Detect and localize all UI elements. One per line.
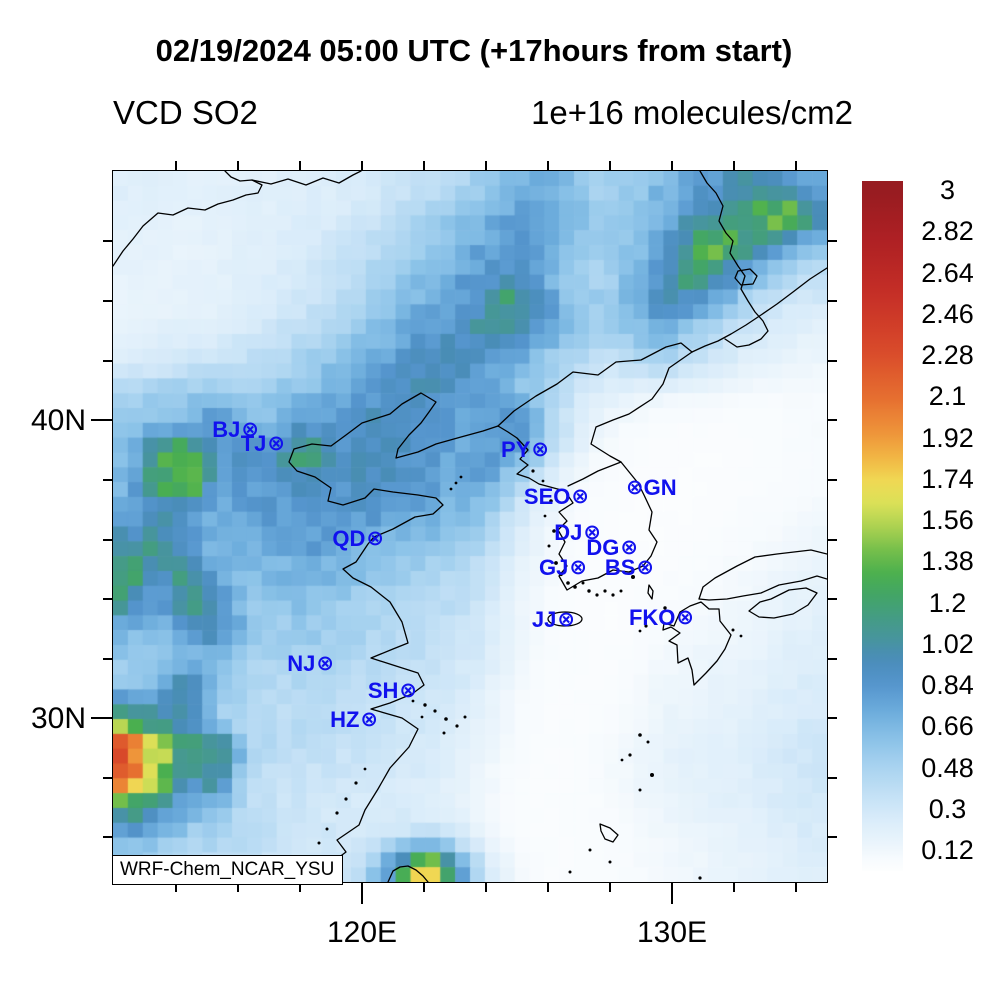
station-NJ: NJ ⊗ xyxy=(287,651,334,677)
colorbar-tick-label: 1.92 xyxy=(921,422,974,453)
station-label: GJ xyxy=(539,555,569,580)
map-panel xyxy=(112,170,828,883)
station-marker-icon: ⊗ xyxy=(636,555,654,579)
station-marker-icon: ⊗ xyxy=(360,707,378,731)
station-label: TJ xyxy=(240,431,267,456)
station-TJ: TJ ⊗ xyxy=(241,431,285,457)
station-label: HZ xyxy=(330,707,360,732)
station-FKO: FKO ⊗ xyxy=(629,605,694,631)
station-label: PY xyxy=(501,437,531,462)
border-dmz xyxy=(567,461,622,487)
station-BS: BS ⊗ xyxy=(605,555,654,581)
colorbar-tick-label: 0.3 xyxy=(928,793,967,824)
station-label: BS xyxy=(604,555,636,580)
station-label: BJ xyxy=(212,417,241,442)
station-marker-icon: ⊗ xyxy=(557,607,575,631)
island-jeju xyxy=(547,611,583,627)
station-label: DG xyxy=(586,535,620,560)
colorbar-tick-label: 0.66 xyxy=(921,711,974,742)
station-label: SEO xyxy=(523,484,571,509)
station-GN: ⊗ GN xyxy=(625,475,677,501)
model-watermark: WRF-Chem_NCAR_YSU xyxy=(112,855,344,885)
station-SEO: SEO ⊗ xyxy=(524,484,589,510)
coastline-overlay xyxy=(113,171,827,882)
coast-kyushu xyxy=(662,601,732,686)
station-marker-icon: ⊗ xyxy=(626,475,644,499)
station-DJ: DJ ⊗ xyxy=(554,520,601,546)
station-label: JJ xyxy=(531,607,557,632)
coast-shikoku xyxy=(748,587,818,619)
station-HZ: HZ ⊗ xyxy=(330,707,378,733)
colorbar-tick-label: 1.02 xyxy=(921,628,974,659)
figure-title: 02/19/2024 05:00 UTC (+17hours from star… xyxy=(155,33,793,68)
station-marker-icon: ⊗ xyxy=(620,535,638,559)
island-okinawa xyxy=(599,823,619,843)
border-mongolia xyxy=(113,171,263,267)
station-marker-icon: ⊗ xyxy=(571,484,589,508)
border-mongolia-east xyxy=(251,171,362,186)
y-axis-label-40n: 40N xyxy=(30,404,86,437)
colorbar-tick-label: 0.48 xyxy=(921,752,974,783)
units-label: 1e+16 molecules/cm2 xyxy=(531,94,853,131)
coast-russia xyxy=(691,267,827,353)
station-SH: SH ⊗ xyxy=(368,678,417,704)
station-JJ: JJ ⊗ xyxy=(532,607,575,633)
station-label: FKO xyxy=(628,605,676,630)
colorbar-tick-label: 2.82 xyxy=(921,216,974,247)
small-islands xyxy=(309,469,743,880)
station-GJ: GJ ⊗ xyxy=(539,555,587,581)
station-marker-icon: ⊗ xyxy=(241,417,259,441)
station-marker-icon: ⊗ xyxy=(583,520,601,544)
station-marker-icon: ⊗ xyxy=(676,605,694,629)
coast-taiwan xyxy=(387,865,429,882)
station-label: QD xyxy=(332,526,366,551)
coast-korea xyxy=(497,351,693,591)
station-marker-icon: ⊗ xyxy=(399,678,417,702)
station-QD: QD ⊗ xyxy=(332,526,384,552)
border-ussuri xyxy=(699,171,769,348)
colorbar-tick-label: 0.12 xyxy=(921,835,974,865)
x-axis-label-120e: 120E xyxy=(326,916,398,949)
station-label: SH xyxy=(367,678,399,703)
colorbar-tick-label: 1.56 xyxy=(921,505,974,535)
variable-label: VCD SO2 xyxy=(113,94,258,131)
station-marker-icon: ⊗ xyxy=(366,526,384,550)
x-axis-label-130e: 130E xyxy=(636,916,708,949)
colorbar-tick-label: 2.28 xyxy=(921,340,974,370)
colorbar-tick-label: 2.46 xyxy=(921,298,974,329)
colorbar-tick-label: 1.38 xyxy=(921,546,974,577)
station-PY: PY ⊗ xyxy=(501,437,549,463)
station-marker-icon: ⊗ xyxy=(316,651,334,675)
colorbar-tick-label: 2.64 xyxy=(921,257,974,288)
station-marker-icon: ⊗ xyxy=(569,555,587,579)
coast-honshu xyxy=(698,549,827,601)
station-label: DJ xyxy=(554,520,583,545)
colorbar-tick-label: 1.74 xyxy=(921,463,974,494)
colorbar-tick-label: 0.84 xyxy=(921,670,974,700)
coast-china xyxy=(288,392,499,882)
station-marker-icon: ⊗ xyxy=(531,437,549,461)
colorbar-tick-label: 1.2 xyxy=(928,587,967,618)
border-yalu xyxy=(497,342,693,427)
station-label: GN xyxy=(643,475,677,500)
station-marker-icon: ⊗ xyxy=(267,431,285,455)
colorbar-tick-label: 2.1 xyxy=(928,381,967,412)
y-axis-label-30n: 30N xyxy=(30,702,86,735)
station-DG: DG ⊗ xyxy=(586,535,638,561)
so2-heatmap-canvas xyxy=(113,171,827,882)
station-BJ: BJ ⊗ xyxy=(212,417,259,443)
colorbar-tick-label: 3 xyxy=(939,175,956,205)
lake-khanka xyxy=(734,268,758,286)
station-label: NJ xyxy=(287,651,316,676)
island-tsushima xyxy=(647,584,654,600)
colorbar xyxy=(862,181,903,871)
